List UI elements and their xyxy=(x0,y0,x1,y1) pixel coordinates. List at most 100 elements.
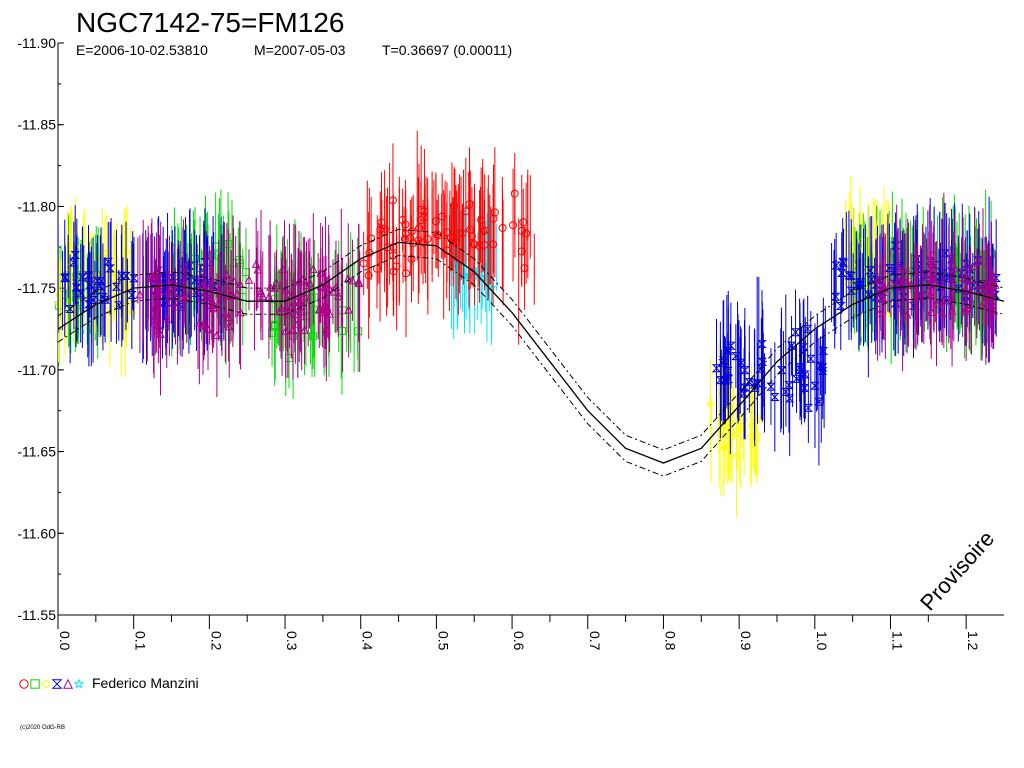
data-point xyxy=(986,290,995,300)
data-point xyxy=(434,231,443,240)
data-point xyxy=(723,375,734,384)
x-tick-label: 0.1 xyxy=(133,631,149,651)
data-point xyxy=(419,238,428,247)
data-point xyxy=(416,216,425,225)
data-point xyxy=(784,394,795,403)
data-point xyxy=(96,277,106,286)
data-point xyxy=(77,273,88,282)
data-point xyxy=(831,261,841,270)
data-point xyxy=(802,324,813,333)
data-point xyxy=(60,274,70,283)
x-axis: 0.0 0.1 0.2 0.3 0.4 0.5 0.6 0.7 0.8 0.9 1.0 1.1 1.2 xyxy=(57,614,1004,651)
series-circle xyxy=(359,130,535,345)
data-point xyxy=(766,382,776,391)
data-point xyxy=(706,400,715,409)
x-tick-label: 0.5 xyxy=(435,631,451,651)
data-point xyxy=(30,679,40,689)
x-tick-label: 0.2 xyxy=(208,631,224,651)
data-point xyxy=(443,228,452,237)
data-point xyxy=(224,321,234,331)
data-point xyxy=(818,347,829,356)
data-point xyxy=(975,256,984,265)
data-point xyxy=(932,298,941,308)
data-point xyxy=(224,284,233,294)
data-point xyxy=(415,224,424,233)
data-point xyxy=(489,214,498,223)
data-point xyxy=(781,387,791,396)
data-point xyxy=(749,380,760,389)
legend xyxy=(19,678,85,689)
data-point xyxy=(818,366,828,375)
data-point xyxy=(388,196,397,205)
data-point xyxy=(156,329,165,338)
data-point xyxy=(281,284,290,294)
data-point xyxy=(402,269,411,278)
data-point xyxy=(473,271,483,281)
data-point xyxy=(455,229,464,238)
data-point xyxy=(980,280,990,290)
data-point xyxy=(226,290,236,299)
fit-upper-band xyxy=(57,228,1005,451)
data-point xyxy=(72,283,82,292)
data-point xyxy=(961,284,970,294)
data-point xyxy=(986,279,996,289)
data-point xyxy=(220,308,230,318)
data-point xyxy=(293,319,303,328)
data-point xyxy=(235,279,245,289)
data-point xyxy=(796,365,806,374)
data-point xyxy=(757,340,767,349)
data-point xyxy=(147,273,157,282)
data-point xyxy=(264,292,274,301)
data-point xyxy=(470,240,479,249)
data-point xyxy=(746,432,755,442)
data-point xyxy=(946,255,957,264)
data-point xyxy=(171,301,180,311)
data-point xyxy=(62,678,74,689)
data-point xyxy=(962,259,972,268)
data-point xyxy=(150,269,160,279)
y-axis: -11.90 -11.85 -11.80 -11.75 -11.70 -11.65 -11.… xyxy=(17,35,64,623)
data-point xyxy=(731,352,741,361)
data-point xyxy=(334,291,343,300)
data-points xyxy=(54,130,1001,519)
data-point xyxy=(800,370,810,379)
data-point xyxy=(167,278,177,287)
data-point xyxy=(806,354,816,363)
y-tick-label: -11.65 xyxy=(17,444,56,460)
data-point xyxy=(961,306,971,316)
data-point xyxy=(433,230,442,239)
y-tick-label: -11.60 xyxy=(17,525,56,541)
data-point xyxy=(100,295,110,304)
data-point xyxy=(128,308,137,317)
data-point xyxy=(314,304,324,314)
x-tick-label: 0.9 xyxy=(738,631,754,651)
x-tick-label: 0.0 xyxy=(57,631,73,651)
data-point xyxy=(41,679,51,689)
chart-title: NGC7142-75=FM126 xyxy=(76,7,344,38)
data-point xyxy=(65,304,75,313)
data-point xyxy=(184,261,195,270)
data-point xyxy=(51,679,63,689)
data-point xyxy=(19,679,29,689)
y-tick-label: -11.90 xyxy=(17,35,56,51)
data-point xyxy=(354,277,363,286)
y-tick-label: -11.85 xyxy=(17,117,56,133)
max-date-label: M=2007-05-03 xyxy=(254,42,346,58)
x-tick-label: 1.2 xyxy=(965,631,981,651)
data-point xyxy=(309,332,318,341)
data-point xyxy=(215,287,225,297)
watermark: Provisoire xyxy=(915,526,999,615)
data-point xyxy=(744,378,755,387)
data-point xyxy=(70,250,80,259)
data-point xyxy=(498,223,507,232)
y-tick-label: -11.70 xyxy=(17,362,56,378)
data-point xyxy=(522,229,531,238)
data-point xyxy=(325,309,334,318)
x-tick-label: 1.0 xyxy=(814,631,830,651)
data-point xyxy=(893,276,903,286)
data-point xyxy=(879,283,889,293)
data-point xyxy=(715,376,726,385)
copyright: (c)2020 OdG-RB xyxy=(20,725,65,731)
data-point xyxy=(770,392,780,401)
